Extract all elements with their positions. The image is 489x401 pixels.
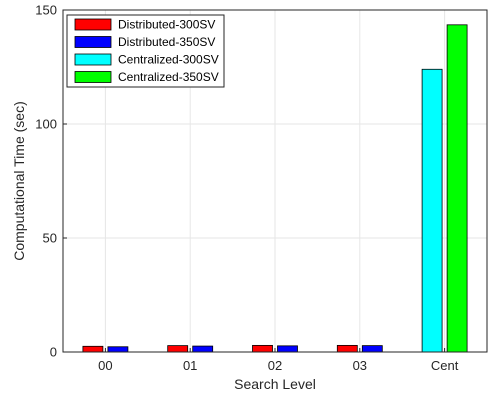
- x-tick-label: Cent: [431, 358, 459, 373]
- bar-distributed-350sv-02: [277, 345, 298, 353]
- bar-distributed-300sv-02: [252, 344, 273, 353]
- y-axis-label: Computational Time (sec): [11, 101, 27, 261]
- y-tick-label: 100: [35, 117, 57, 132]
- legend-label: Centralized-350SV: [118, 70, 219, 84]
- legend-swatch: [74, 71, 112, 83]
- legend-swatch: [74, 53, 112, 66]
- x-axis-label: Search Level: [234, 376, 316, 392]
- x-ticks: 00 01 02 03 Cent: [98, 348, 459, 373]
- bar-centralized-350sv-cent: [446, 24, 468, 353]
- x-tick-label: 00: [98, 358, 112, 373]
- legend-swatch: [74, 36, 112, 48]
- legend-label: Distributed-300SV: [118, 18, 215, 32]
- y-tick-label: 50: [43, 231, 57, 246]
- y-tick-label: 150: [35, 3, 57, 18]
- legend-swatch: [74, 18, 112, 31]
- bar-distributed-300sv-00: [82, 345, 104, 353]
- y-ticks: 0 50 100 150: [35, 3, 67, 360]
- legend-label: Centralized-300SV: [118, 53, 219, 67]
- bar-distributed-300sv-03: [336, 344, 358, 353]
- y-tick-label: 0: [50, 345, 57, 360]
- bars: [82, 24, 468, 353]
- legend-label: Distributed-350SV: [118, 35, 215, 49]
- bar-distributed-350sv-01: [192, 345, 214, 353]
- legend: Distributed-300SV Distributed-350SV Centra…: [66, 14, 225, 88]
- bar-centralized-300sv-cent: [421, 68, 443, 353]
- bar-distributed-300sv-01: [167, 345, 189, 353]
- x-tick-label: 03: [353, 358, 367, 373]
- bar-distributed-350sv-03: [361, 345, 383, 353]
- x-tick-label: 01: [183, 358, 197, 373]
- x-tick-label: 02: [268, 358, 282, 373]
- bar-distributed-350sv-00: [107, 346, 129, 353]
